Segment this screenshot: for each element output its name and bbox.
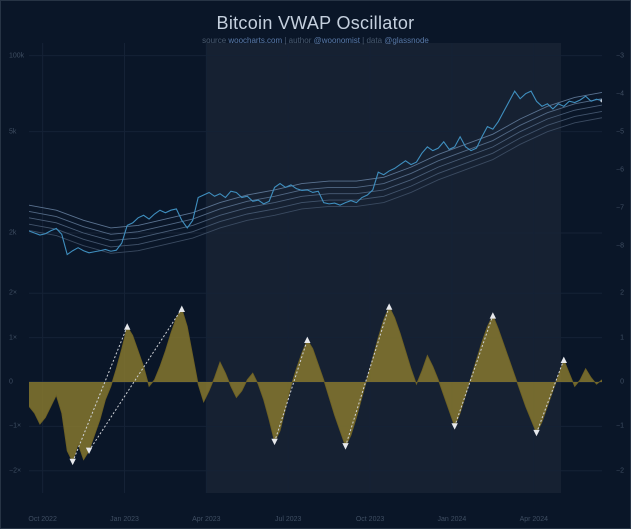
osc-y-right-label: 1 [620,334,624,341]
highlight-band [206,43,561,493]
x-axis-label: Apr 2024 [520,516,548,523]
x-axis-label: Oct 2022 [28,516,56,523]
osc-y-left-label: 1× [9,334,17,341]
chart-svg: +66.2k Price [29,43,602,510]
price-end-dot [600,99,602,102]
y-axis-right-label: −5 [616,128,624,135]
x-axis-label: Jan 2023 [110,516,139,523]
y-axis-right-label: −8 [616,242,624,249]
x-axis-label: Jul 2023 [275,516,301,523]
y-axis-left-label: 2k [9,230,16,237]
osc-y-left-label: −2× [9,467,21,474]
x-axis-label: Jan 2024 [438,516,467,523]
osc-y-left-label: −1× [9,423,21,430]
y-axis-left-label: 5k [9,128,16,135]
x-axis-label: Oct 2023 [356,516,384,523]
osc-y-right-label: 0 [620,379,624,386]
peak-marker-icon [179,306,185,312]
osc-y-right-label: −2 [616,467,624,474]
y-axis-right-label: −6 [616,166,624,173]
osc-y-right-label: 2 [620,290,624,297]
osc-y-left-label: 0 [9,379,13,386]
peak-marker-icon [561,357,567,363]
y-axis-right-label: −4 [616,90,624,97]
chart-area: +66.2k Price [29,43,600,508]
chart-title: Bitcoin VWAP Oscillator [15,13,616,34]
y-axis-right-label: −7 [616,204,624,211]
trough-marker-icon [69,459,75,465]
y-axis-right-label: −3 [616,52,624,59]
x-axis-label: Apr 2023 [192,516,220,523]
osc-y-left-label: 2× [9,290,17,297]
chart-frame: Bitcoin VWAP Oscillator source woocharts… [0,0,631,529]
osc-y-right-label: −1 [616,423,624,430]
y-axis-left-label: 100k [9,52,24,59]
